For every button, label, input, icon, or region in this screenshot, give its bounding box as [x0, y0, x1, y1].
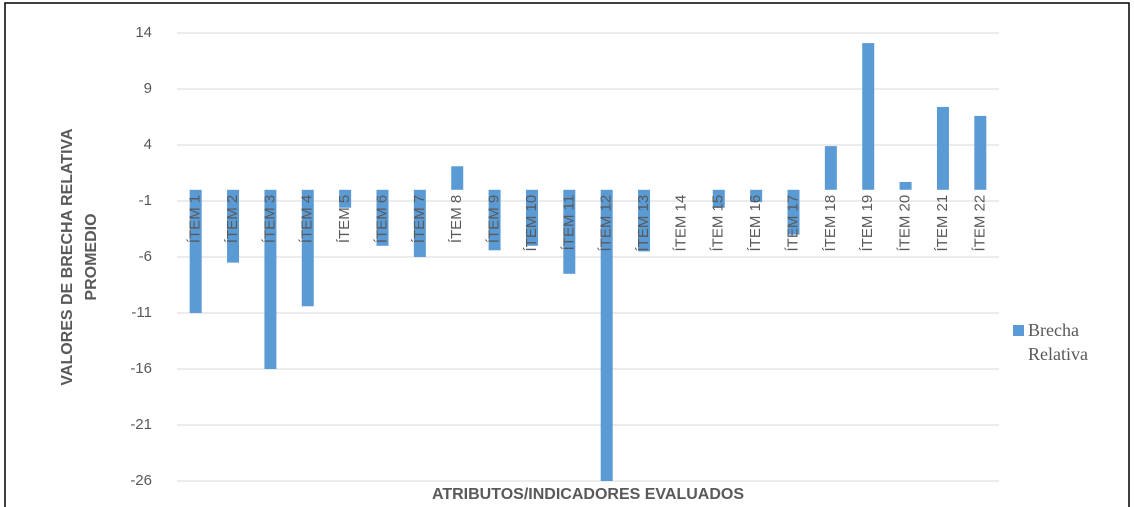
x-tick-label: ÍTEM 11 — [560, 195, 577, 251]
x-tick-label: ÍTEM 3 — [261, 195, 278, 243]
x-tick-label: ÍTEM 5 — [336, 195, 353, 243]
chart-frame — [4, 2, 1130, 507]
bar — [638, 189, 651, 252]
x-tick-label: ÍTEM 1 — [187, 195, 204, 243]
bar — [264, 189, 277, 369]
legend: Brecha Relativa — [1013, 318, 1123, 366]
bar — [413, 189, 426, 257]
x-tick-label: ÍTEM 21 — [934, 195, 951, 252]
bar — [600, 189, 613, 482]
x-tick-label: ÍTEM 9 — [486, 195, 503, 243]
x-axis-title: ATRIBUTOS/INDICADORES EVALUADOS — [432, 486, 744, 503]
y-axis-title: PROMEDIO — [83, 213, 100, 300]
x-tick-label: ÍTEM 20 — [897, 195, 914, 252]
y-tick-label: -16 — [130, 360, 152, 377]
x-tick-label: ÍTEM 18 — [822, 195, 839, 252]
bar — [525, 189, 538, 246]
legend-label: Brecha Relativa — [1028, 320, 1088, 364]
x-tick-label: ÍTEM 16 — [747, 195, 764, 252]
bar — [750, 189, 763, 203]
bar — [301, 189, 314, 307]
bar — [376, 189, 389, 246]
y-tick-label: 14 — [135, 24, 152, 41]
bar — [787, 189, 800, 235]
x-tick-label: ÍTEM 17 — [784, 195, 801, 252]
bar — [189, 189, 202, 313]
x-tick-label: ÍTEM 8 — [448, 195, 465, 243]
x-tick-label: ÍTEM 6 — [373, 195, 390, 243]
bar — [227, 189, 240, 263]
x-tick-label: ÍTEM 7 — [411, 195, 428, 243]
y-tick-label: -11 — [131, 304, 152, 321]
legend-swatch — [1013, 325, 1024, 336]
x-tick-label: ÍTEM 13 — [635, 195, 652, 252]
y-tick-label: -1 — [139, 192, 152, 209]
bar — [974, 115, 987, 190]
bar — [488, 189, 501, 251]
x-tick-label: ÍTEM 2 — [224, 195, 241, 243]
bar — [936, 106, 949, 190]
bar — [563, 189, 576, 274]
y-tick-label: -6 — [139, 248, 152, 265]
y-tick-label: 4 — [144, 136, 152, 153]
x-tick-label: ÍTEM 19 — [859, 195, 876, 252]
x-tick-label: ÍTEM 14 — [672, 195, 689, 252]
y-tick-label: -26 — [130, 472, 152, 489]
x-tick-label: ÍTEM 4 — [299, 195, 316, 243]
y-axis-title: VALORES DE BRECHA RELATIVA — [59, 128, 76, 386]
bar — [899, 181, 912, 190]
y-tick-label: -21 — [130, 416, 152, 433]
bar — [712, 189, 725, 208]
x-tick-label: ÍTEM 10 — [523, 195, 540, 252]
x-tick-label: ÍTEM 12 — [598, 195, 615, 252]
y-tick-label: 9 — [144, 80, 152, 97]
x-tick-label: ÍTEM 22 — [971, 195, 988, 252]
x-tick-label: ÍTEM 15 — [710, 195, 727, 252]
bar — [824, 146, 837, 190]
bar — [339, 189, 352, 208]
bar — [451, 166, 464, 190]
bar — [862, 43, 875, 190]
